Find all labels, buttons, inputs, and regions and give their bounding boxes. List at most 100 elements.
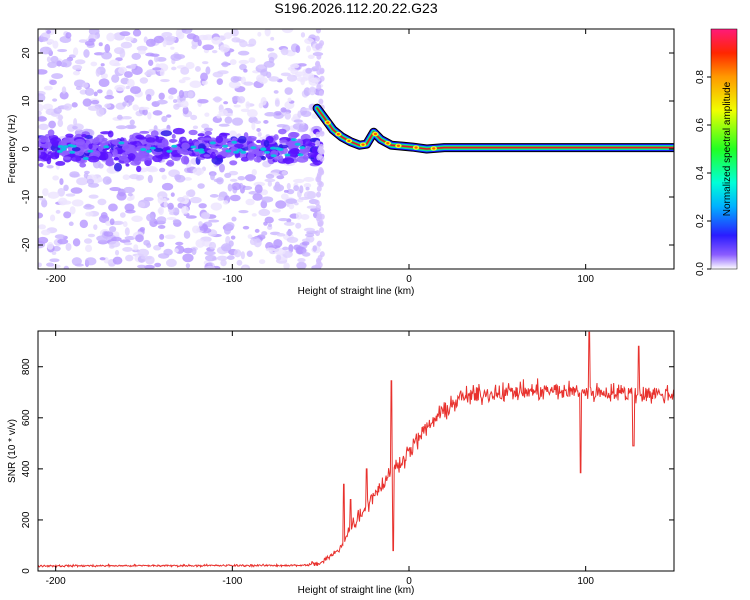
noise-blob <box>185 189 196 197</box>
noise-blob <box>38 236 49 244</box>
noise-blob <box>276 233 286 237</box>
noise-blob <box>312 245 317 252</box>
noise-blob <box>86 178 95 185</box>
noise-blob <box>224 172 232 178</box>
noise-blob <box>218 163 225 173</box>
noise-blob <box>122 247 133 252</box>
noise-blob <box>136 45 148 52</box>
band-blob <box>145 137 156 143</box>
noise-blob <box>208 219 220 223</box>
noise-blob <box>112 256 123 265</box>
noise-blob <box>289 63 300 69</box>
band-blob <box>129 141 138 145</box>
band-blob <box>92 140 99 145</box>
band-blob <box>39 151 48 160</box>
noise-blob <box>38 262 42 268</box>
noise-blob <box>204 250 216 256</box>
noise-blob <box>63 103 73 111</box>
noise-blob <box>288 244 294 253</box>
x-tick-label: 100 <box>577 576 594 587</box>
noise-blob <box>57 119 64 128</box>
noise-blob <box>109 218 115 226</box>
noise-blob <box>265 247 276 252</box>
band-blob <box>181 142 190 150</box>
noise-blob <box>276 175 285 180</box>
noise-blob <box>316 154 322 161</box>
noise-blob <box>178 79 186 84</box>
noise-blob <box>137 264 147 269</box>
noise-blob <box>177 197 186 203</box>
noise-blob <box>84 257 97 266</box>
band-hot <box>231 140 238 144</box>
y-tick-label: 600 <box>21 409 32 426</box>
y-tick-label: 10 <box>21 95 32 107</box>
noise-blob <box>38 110 42 116</box>
noise-blob <box>74 59 86 65</box>
noise-blob <box>212 71 224 78</box>
noise-blob <box>106 32 115 42</box>
noise-blob <box>264 216 274 224</box>
spectrogram-x-label: Height of straight line (km) <box>298 286 415 297</box>
noise-blob <box>197 183 205 189</box>
band-hot <box>233 150 240 154</box>
band-blob <box>263 139 270 148</box>
signal-node-core <box>326 121 330 124</box>
band-hot <box>171 144 178 148</box>
noise-blob <box>217 196 224 201</box>
x-tick-label: 100 <box>577 274 594 285</box>
noise-blob <box>156 99 168 105</box>
noise-blob <box>236 259 243 266</box>
band-hot <box>240 150 247 154</box>
band-blob <box>153 147 164 153</box>
noise-blob <box>256 64 267 69</box>
noise-blob <box>202 34 214 41</box>
noise-blob <box>172 219 181 224</box>
band-hot <box>225 149 232 153</box>
noise-blob <box>213 96 222 103</box>
noise-blob <box>131 52 142 60</box>
band-blob <box>287 131 299 139</box>
noise-blob <box>283 221 295 226</box>
noise-blob <box>207 262 213 266</box>
band-blob <box>204 131 213 136</box>
noise-blob <box>223 32 233 40</box>
noise-blob <box>316 83 322 90</box>
noise-blob <box>38 93 46 103</box>
noise-blob <box>251 122 256 131</box>
noise-blob <box>295 45 301 54</box>
noise-blob <box>315 60 321 67</box>
noise-blob <box>114 249 120 256</box>
noise-blob <box>191 247 197 255</box>
noise-blob <box>286 188 295 195</box>
noise-blob <box>85 211 94 217</box>
noise-blob <box>155 56 167 62</box>
noise-blob <box>145 52 155 57</box>
noise-blob <box>122 101 127 107</box>
band-hot <box>209 141 216 145</box>
y-tick-label: 200 <box>21 511 32 528</box>
noise-blob <box>309 131 314 138</box>
band-blob <box>256 150 266 157</box>
band-hot <box>297 153 304 157</box>
band-blob <box>113 148 118 156</box>
noise-blob <box>209 241 217 250</box>
noise-blob <box>142 108 148 116</box>
noise-blob <box>258 208 271 217</box>
noise-blob <box>226 255 235 260</box>
band-blob <box>253 157 263 163</box>
noise-blob <box>315 43 321 50</box>
band-blob <box>98 145 104 152</box>
noise-blob <box>97 176 103 183</box>
band-hot <box>260 147 267 151</box>
noise-blob <box>59 91 69 100</box>
noise-blob <box>246 43 255 47</box>
noise-blob <box>301 241 310 246</box>
noise-blob <box>231 216 237 222</box>
noise-blob <box>305 67 313 74</box>
band-blob <box>70 155 82 162</box>
noise-blob <box>216 114 222 119</box>
noise-blob <box>124 203 135 212</box>
noise-blob <box>300 78 305 86</box>
y-tick-label: -10 <box>21 189 32 204</box>
noise-blob <box>292 123 305 130</box>
